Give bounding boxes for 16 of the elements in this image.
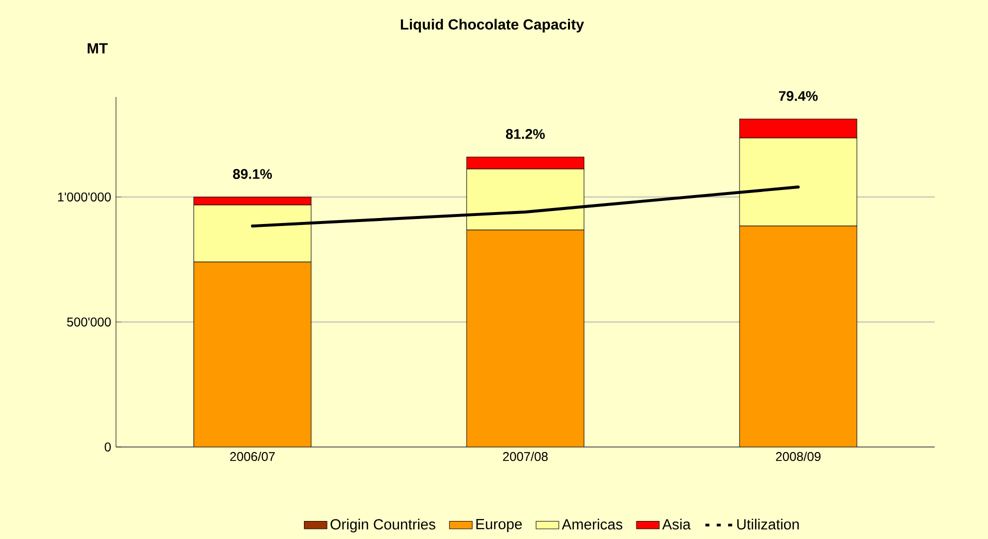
legend-label: Europe xyxy=(476,519,522,532)
x-tick-label: 2008/09 xyxy=(776,452,821,462)
x-tick-label: 2007/08 xyxy=(503,452,548,462)
chart-title: Liquid Chocolate Capacity xyxy=(400,18,584,32)
y-tick-label: 0 xyxy=(104,442,111,452)
annotation: 79.4% xyxy=(778,91,818,101)
y-tick-label: 500'000 xyxy=(67,318,111,326)
legend-label: Americas xyxy=(562,518,622,530)
legend-label: Asia xyxy=(662,518,691,530)
y-tick-label: 1'000'000 xyxy=(58,192,111,202)
legend-label: Origin Countries xyxy=(330,518,436,532)
annotation: 89.1% xyxy=(233,169,272,179)
annotation: 81.2% xyxy=(506,129,545,139)
y-axis-title: MT xyxy=(88,43,108,54)
legend-label: Utilization xyxy=(737,518,799,530)
x-tick-label: 2006/07 xyxy=(230,452,275,462)
